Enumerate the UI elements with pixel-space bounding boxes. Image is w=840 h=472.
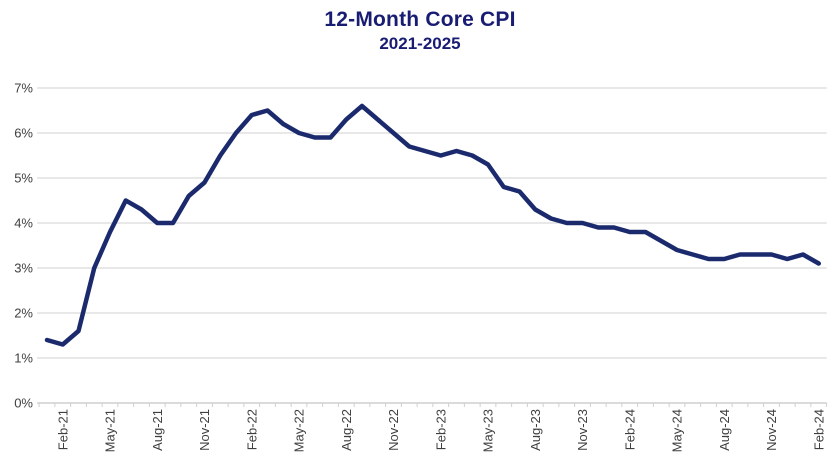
y-tick-label: 2%: [14, 306, 33, 321]
x-tick-label: Aug-23: [528, 409, 543, 451]
y-tick-label: 1%: [14, 351, 33, 366]
x-tick-label: Nov-22: [386, 409, 401, 451]
x-tick-label: Aug-24: [717, 409, 732, 451]
x-tick-label: Feb-23: [433, 409, 448, 450]
x-tick-label: Nov-23: [575, 409, 590, 451]
x-tick-label: Feb-24: [811, 409, 826, 450]
x-tick-label: May-24: [670, 409, 685, 452]
x-tick-label: Aug-22: [339, 409, 354, 451]
x-tick-label: Feb-22: [244, 409, 259, 450]
y-tick-label: 0%: [14, 396, 33, 411]
x-tick-label: May-21: [103, 409, 118, 452]
x-tick-label: Nov-24: [764, 409, 779, 451]
y-tick-label: 5%: [14, 171, 33, 186]
x-tick-label: Aug-21: [150, 409, 165, 451]
y-tick-label: 6%: [14, 126, 33, 141]
x-tick-label: Feb-21: [55, 409, 70, 450]
y-tick-label: 7%: [14, 81, 33, 96]
x-tick-label: Feb-24: [622, 409, 637, 450]
x-tick-label: Nov-21: [197, 409, 212, 451]
cpi-series-line: [44, 103, 821, 347]
y-tick-label: 3%: [14, 261, 33, 276]
chart-title: 12-Month Core CPI: [324, 8, 516, 31]
y-tick-label: 4%: [14, 216, 33, 231]
x-tick-label: May-22: [292, 409, 307, 452]
x-tick-label: May-23: [481, 409, 496, 452]
chart-header: 12-Month Core CPI 2021-2025: [0, 8, 840, 54]
chart-subtitle: 2021-2025: [379, 34, 461, 54]
